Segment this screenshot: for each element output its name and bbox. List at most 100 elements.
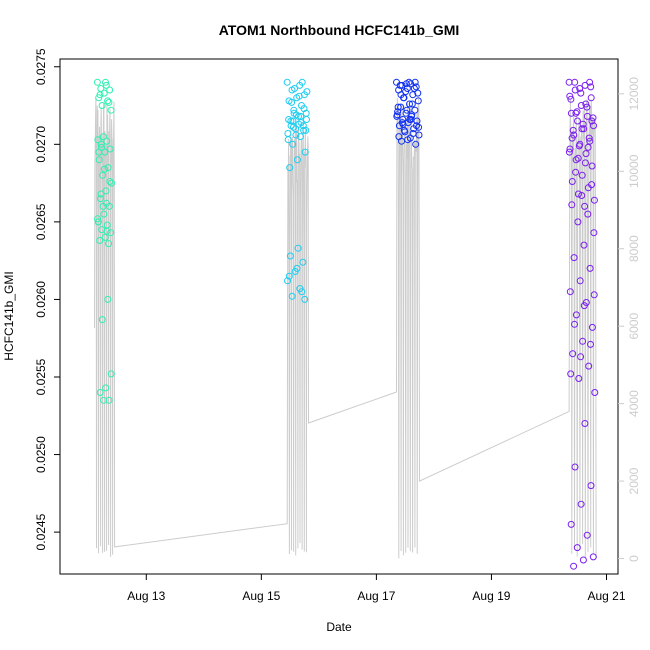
data-point-aug-20 [587, 482, 595, 490]
data-point-aug-20 [571, 78, 579, 86]
data-point-aug-20 [574, 154, 582, 162]
data-point-aug-17 [399, 116, 407, 123]
y-tick-label: 0.0275 [34, 48, 48, 85]
data-point-aug-20 [586, 137, 594, 145]
data-point-aug-20 [588, 162, 596, 170]
data-point-aug-20 [575, 142, 583, 150]
data-point-aug-20 [575, 375, 583, 382]
data-point-aug-12 [100, 165, 108, 173]
data-point-aug-12 [96, 237, 104, 244]
data-point-aug-12 [106, 145, 114, 153]
data-point-aug-15 [298, 288, 306, 296]
data-point-aug-20 [581, 159, 589, 167]
data-point-aug-12 [102, 384, 110, 392]
data-point-aug-12 [106, 86, 114, 94]
y2-tick-label: 6000 [627, 313, 641, 340]
data-point-aug-12 [102, 78, 109, 86]
data-point-aug-12 [104, 164, 112, 172]
data-point-aug-17 [403, 106, 411, 114]
data-point-aug-12 [97, 195, 104, 203]
data-point-aug-15 [285, 272, 293, 280]
data-point-aug-17 [395, 133, 403, 141]
y-tick-label: 0.0245 [34, 513, 48, 550]
data-point-aug-12 [94, 215, 102, 223]
data-point-aug-20 [588, 181, 596, 189]
x-tick-label: Aug 21 [587, 589, 625, 603]
data-point-aug-20 [567, 370, 575, 378]
data-point-aug-17 [404, 136, 412, 144]
data-point-aug-15 [303, 116, 310, 123]
data-point-aug-20 [577, 500, 585, 508]
data-point-aug-20 [589, 553, 597, 561]
secondary-y-axis: 0 2000 4000 6000 8000 10000 12000 [618, 77, 641, 562]
data-point-aug-20 [576, 277, 584, 285]
y2-tick-label: 8000 [627, 235, 641, 262]
data-point-aug-15 [284, 136, 292, 144]
data-point-aug-12 [100, 210, 108, 218]
data-point-aug-15 [293, 156, 301, 164]
data-point-aug-15 [290, 109, 298, 117]
data-point-aug-15 [289, 140, 297, 148]
data-point-aug-12 [102, 81, 110, 89]
data-point-aug-15 [302, 126, 310, 134]
data-point-aug-12 [98, 316, 106, 324]
data-point-aug-12 [99, 133, 107, 141]
data-point-aug-15 [300, 105, 308, 113]
data-point-aug-20 [580, 302, 588, 310]
data-point-aug-12 [105, 98, 113, 106]
y-axis-label: HCFC141b_GMI [2, 271, 16, 360]
chart-title: ATOM1 Northbound HCFC141b_GMI [219, 22, 460, 38]
data-point-aug-20 [581, 202, 589, 210]
data-points-layer [93, 78, 599, 570]
data-point-aug-12 [94, 218, 102, 226]
altitude-line [94, 97, 597, 559]
data-point-aug-15 [296, 133, 304, 141]
data-point-aug-17 [394, 108, 402, 116]
altitude-line-layer [94, 97, 597, 559]
data-point-aug-20 [574, 190, 582, 198]
data-point-aug-12 [101, 233, 109, 241]
data-point-aug-20 [576, 85, 584, 92]
data-point-aug-20 [570, 562, 578, 570]
data-point-aug-15 [295, 92, 303, 100]
data-point-aug-20 [567, 95, 575, 103]
data-point-aug-17 [406, 100, 413, 108]
data-point-aug-17 [415, 123, 423, 131]
data-point-aug-15 [300, 126, 308, 134]
data-point-aug-12 [100, 89, 108, 97]
data-point-aug-20 [587, 94, 595, 102]
data-point-aug-20 [571, 320, 578, 328]
data-point-aug-15 [295, 120, 303, 128]
data-point-aug-12 [99, 171, 107, 179]
data-point-aug-20 [582, 100, 590, 108]
data-point-aug-20 [566, 288, 574, 296]
data-point-aug-12 [108, 179, 115, 187]
data-point-aug-20 [574, 218, 582, 226]
data-point-aug-20 [578, 125, 586, 133]
y-tick-label: 0.0270 [34, 126, 48, 163]
data-point-aug-20 [587, 340, 594, 348]
data-point-aug-15 [298, 78, 306, 86]
data-point-aug-12 [103, 227, 111, 235]
data-point-aug-20 [574, 117, 581, 125]
data-point-aug-15 [294, 244, 302, 252]
data-point-aug-20 [588, 117, 596, 125]
data-point-aug-20 [565, 148, 573, 156]
y2-tick-label: 12000 [627, 77, 641, 111]
data-point-aug-20 [577, 89, 585, 97]
data-point-aug-20 [590, 122, 597, 130]
data-point-aug-15 [303, 88, 311, 96]
data-point-aug-15 [301, 148, 309, 156]
data-point-aug-12 [100, 396, 108, 404]
data-point-aug-17 [413, 122, 420, 130]
data-point-aug-20 [577, 353, 585, 361]
x-tick-label: Aug 17 [357, 589, 395, 603]
data-point-aug-20 [591, 389, 599, 396]
data-point-aug-20 [568, 134, 576, 142]
data-point-aug-12 [103, 199, 110, 207]
data-point-aug-12 [107, 106, 115, 114]
data-point-aug-17 [396, 81, 404, 89]
data-point-aug-17 [402, 80, 410, 88]
data-point-aug-20 [589, 114, 597, 122]
